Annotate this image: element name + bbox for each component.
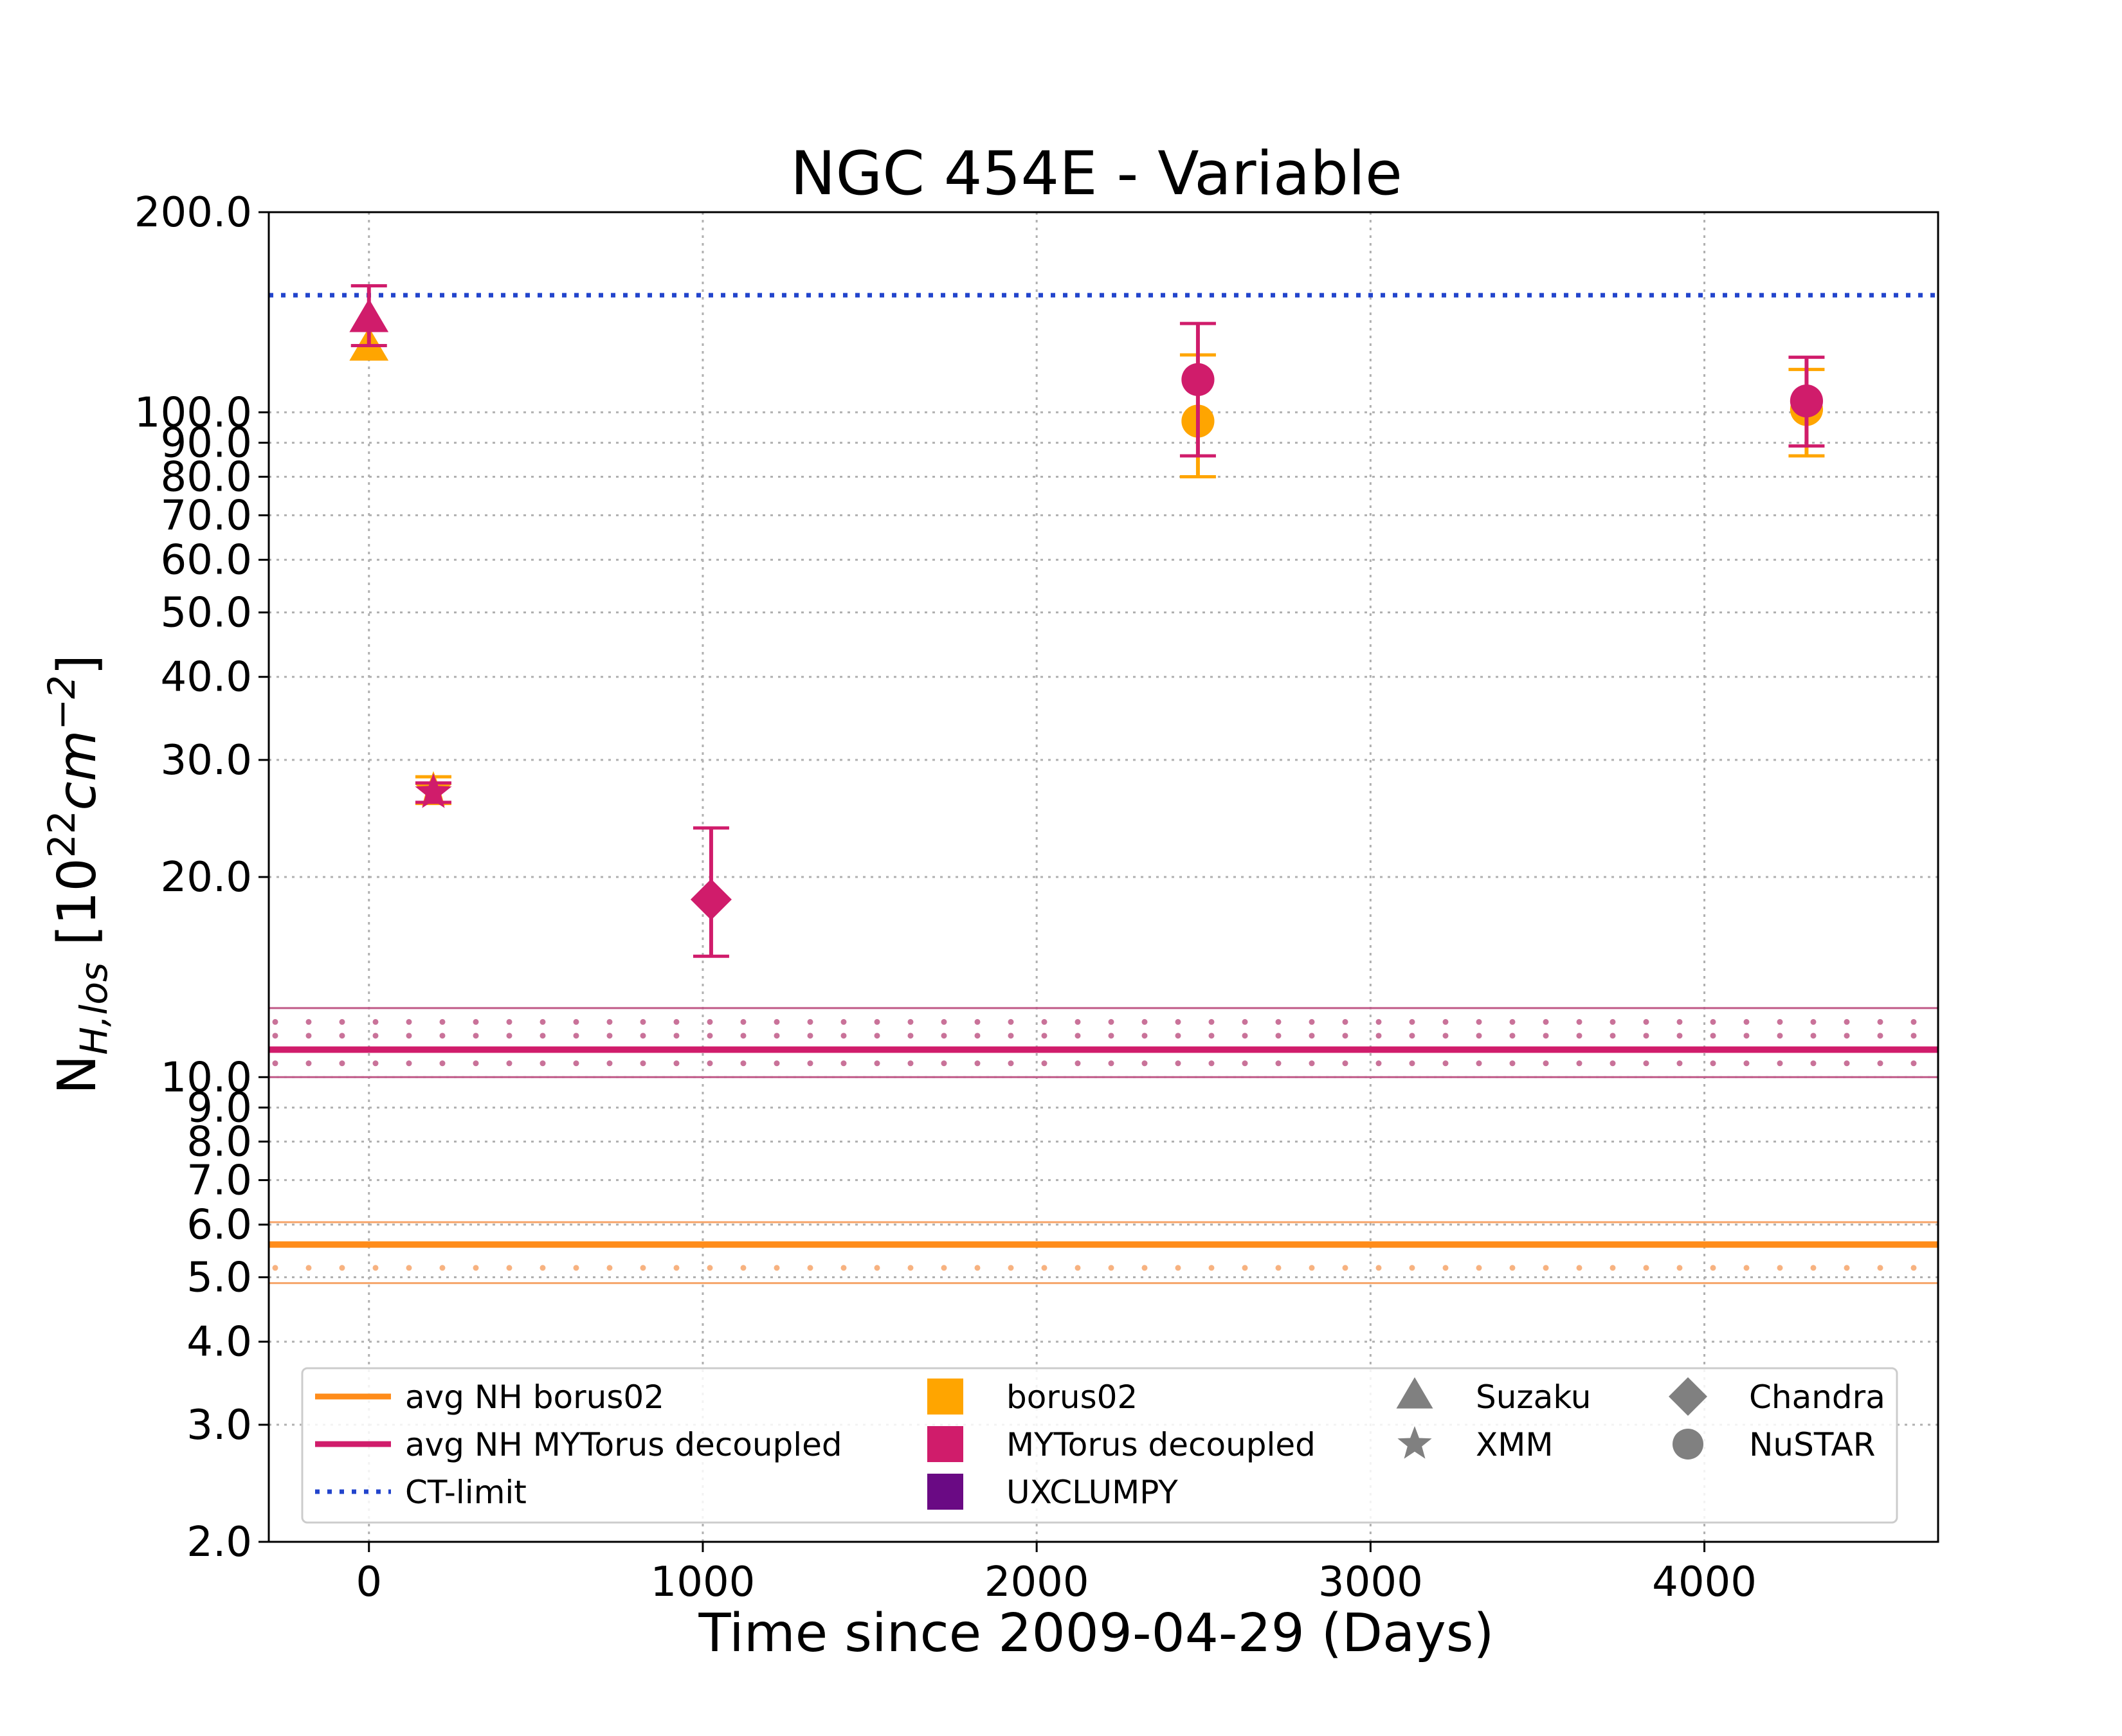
legend-swatch-square (927, 1426, 963, 1462)
y-axis-label-cm: cm (47, 730, 108, 811)
mytorus-marker-chandra (690, 879, 732, 921)
x-tick-label: 1000 (651, 1559, 756, 1606)
y-tick-label: 40.0 (161, 654, 253, 701)
y-tick-label: 8.0 (186, 1118, 252, 1166)
legend-label: CT-limit (405, 1474, 527, 1511)
legend-swatch-circle (1673, 1429, 1703, 1460)
mytorus-point (415, 773, 452, 808)
y-axis-label-sub: H,los (72, 963, 116, 1055)
legend-entry: NuSTAR (1673, 1426, 1875, 1463)
y-tick-label: 10.0 (161, 1054, 253, 1101)
mytorus-point (1788, 356, 1825, 448)
legend-entry: avg NH MYTorus decoupled (315, 1426, 842, 1463)
legend-label: MYTorus decoupled (1006, 1426, 1316, 1463)
y-axis-label-main: N (47, 1055, 108, 1094)
reference-lines (269, 293, 1938, 1248)
x-tick-label: 4000 (1652, 1559, 1757, 1606)
legend-box (301, 1367, 1898, 1524)
legend-label: UXCLUMPY (1006, 1474, 1178, 1511)
y-axis-label: NH,los [1022cm−2] (40, 655, 116, 1094)
y-tick-label: 9.0 (186, 1085, 252, 1132)
x-tick-label: 2000 (984, 1559, 1089, 1606)
legend-entry: avg NH borus02 (315, 1379, 664, 1416)
y-tick-label: 3.0 (186, 1402, 252, 1449)
mytorus-marker-nustar (1790, 384, 1824, 418)
legend-swatch-square (927, 1474, 963, 1510)
x-axis-label: Time since 2009-04-29 (Days) (698, 1603, 1494, 1664)
legend-label: Chandra (1749, 1379, 1885, 1416)
legend-entry: XMM (1397, 1426, 1554, 1463)
y-tick-label: 200.0 (134, 189, 252, 237)
chart-title: NGC 454E - Variable (790, 139, 1402, 209)
legend-label: avg NH MYTorus decoupled (405, 1426, 842, 1463)
y-tick-label: 90.0 (161, 420, 253, 467)
legend-entry: UXCLUMPY (927, 1474, 1178, 1511)
legend-entry: MYTorus decoupled (927, 1426, 1316, 1463)
legend-entry: CT-limit (315, 1474, 527, 1511)
legend-label: NuSTAR (1749, 1426, 1875, 1463)
y-tick-label: 7.0 (186, 1157, 252, 1204)
x-tick-label: 0 (356, 1559, 382, 1606)
y-tick-label: 60.0 (161, 537, 253, 584)
mytorus-point (1179, 321, 1216, 458)
y-tick-label: 4.0 (186, 1319, 252, 1366)
mytorus-point (690, 826, 732, 958)
mytorus-marker-suzaku (349, 298, 389, 332)
data-points (349, 284, 1825, 958)
legend-label: Suzaku (1476, 1379, 1591, 1416)
y-tick-label: 100.0 (134, 389, 252, 437)
y-tick-label: 5.0 (186, 1254, 252, 1302)
y-tick-label: 80.0 (161, 453, 253, 501)
y-axis-label-close: ] (47, 655, 108, 675)
legend-entry: borus02 (927, 1379, 1138, 1416)
mytorus-marker-xmm (415, 773, 452, 808)
y-axis-ticks: 2.0 3.0 4.0 5.0 6.07.08.09.010.0 20.0 30.0 40.0… (134, 189, 269, 1566)
y-tick-label: 30.0 (161, 737, 253, 784)
legend-label: XMM (1476, 1426, 1554, 1463)
y-axis-label-unit: [10 (47, 858, 108, 962)
y-axis-label-sup2: −2 (40, 675, 84, 730)
mytorus-marker-nustar (1181, 363, 1215, 396)
y-tick-label: 70.0 (161, 492, 253, 539)
mytorus-point (349, 284, 389, 347)
y-axis-label-sup1: 22 (40, 811, 84, 858)
average-bands (269, 1007, 1941, 1285)
legend-entry: Chandra (1669, 1377, 1885, 1416)
y-tick-label: 20.0 (161, 854, 253, 901)
grid (269, 211, 1938, 1543)
legend-swatch-diamond (1669, 1377, 1707, 1416)
y-tick-label: 50.0 (161, 590, 253, 637)
y-tick-label: 2.0 (186, 1519, 252, 1566)
legend-swatch-square (927, 1379, 963, 1415)
legend-swatch-triangle (1396, 1377, 1433, 1409)
legend: avg NH borus02 avg NH MYTorus decoupled CT… (301, 1367, 1898, 1524)
y-tick-label: 6.0 (186, 1202, 252, 1249)
legend-swatch-star (1397, 1426, 1432, 1459)
legend-label: borus02 (1006, 1379, 1138, 1416)
x-tick-label: 3000 (1318, 1559, 1423, 1606)
x-axis-ticks: 0 1000 2000 3000 4000 (356, 1542, 1757, 1606)
legend-entry: Suzaku (1396, 1377, 1591, 1416)
legend-label: avg NH borus02 (405, 1379, 664, 1416)
